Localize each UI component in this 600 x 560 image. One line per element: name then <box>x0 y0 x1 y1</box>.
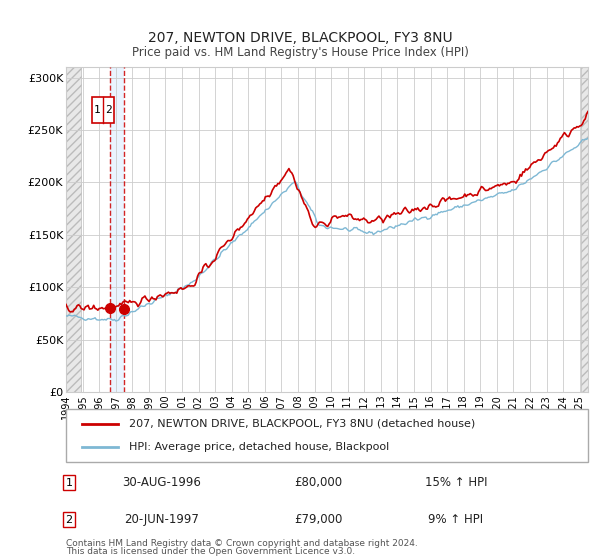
Bar <box>66 67 81 392</box>
Text: £79,000: £79,000 <box>294 513 342 526</box>
Text: 9% ↑ HPI: 9% ↑ HPI <box>428 513 484 526</box>
Text: 2: 2 <box>105 105 112 115</box>
Text: 15% ↑ HPI: 15% ↑ HPI <box>425 476 487 489</box>
Text: 207, NEWTON DRIVE, BLACKPOOL, FY3 8NU: 207, NEWTON DRIVE, BLACKPOOL, FY3 8NU <box>148 31 452 45</box>
Text: HPI: Average price, detached house, Blackpool: HPI: Average price, detached house, Blac… <box>128 442 389 452</box>
Text: 20-JUN-1997: 20-JUN-1997 <box>125 513 199 526</box>
Text: 1: 1 <box>94 105 101 115</box>
Text: 1: 1 <box>65 478 73 488</box>
Text: This data is licensed under the Open Government Licence v3.0.: This data is licensed under the Open Gov… <box>66 547 355 556</box>
Text: 30-AUG-1996: 30-AUG-1996 <box>122 476 202 489</box>
Bar <box>110 67 124 392</box>
Bar <box>581 67 588 392</box>
Text: 2: 2 <box>65 515 73 525</box>
Bar <box>92 96 114 123</box>
Text: 207, NEWTON DRIVE, BLACKPOOL, FY3 8NU (detached house): 207, NEWTON DRIVE, BLACKPOOL, FY3 8NU (d… <box>128 419 475 429</box>
Text: £80,000: £80,000 <box>294 476 342 489</box>
Text: Price paid vs. HM Land Registry's House Price Index (HPI): Price paid vs. HM Land Registry's House … <box>131 46 469 59</box>
Text: Contains HM Land Registry data © Crown copyright and database right 2024.: Contains HM Land Registry data © Crown c… <box>66 539 418 548</box>
